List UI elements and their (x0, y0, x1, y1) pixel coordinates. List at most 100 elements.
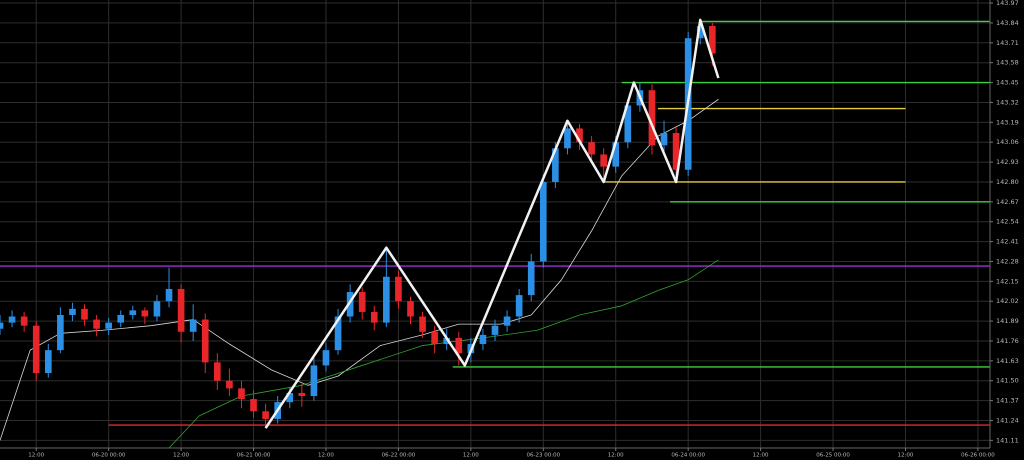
y-tick-label: 143.06 (996, 138, 1019, 146)
y-tick-label: 143.45 (996, 79, 1019, 87)
candle-body (20, 316, 28, 326)
candle-body (129, 310, 137, 315)
candle-body (298, 392, 306, 397)
candle-body (322, 350, 330, 366)
y-tick-label: 141.37 (996, 397, 1019, 405)
x-tick-label: 12:00 (463, 453, 479, 459)
x-tick-label: 12:00 (608, 453, 624, 459)
y-tick-label: 141.76 (996, 337, 1019, 345)
candle-body (564, 128, 571, 149)
candle-body (226, 380, 233, 389)
candle-body (310, 365, 318, 397)
candle-body (165, 288, 173, 302)
candle-body (358, 292, 366, 312)
candle-body (612, 142, 620, 167)
candle-body (44, 350, 52, 374)
moving-average (0, 99, 719, 441)
y-tick-label: 142.15 (996, 277, 1019, 285)
candle-body (69, 308, 76, 315)
y-tick-label: 142.80 (996, 178, 1019, 186)
x-tick-label: 12:00 (898, 453, 914, 459)
y-tick-label: 142.28 (996, 257, 1019, 265)
x-tick-label: 06-23 00:00 (526, 453, 560, 459)
x-tick-label: 06-21 00:00 (237, 453, 271, 459)
axis-labels: 143.97 143.84 143.71 143.58 143.45 143.32 143.… (28, 0, 1018, 459)
zigzag (264, 18, 720, 429)
y-tick-label: 143.84 (996, 19, 1019, 27)
candle-body (105, 322, 112, 329)
y-tick-label: 142.93 (996, 158, 1019, 166)
candle-body (201, 319, 209, 363)
y-tick-label: 143.32 (996, 98, 1019, 106)
candle-body (588, 142, 595, 155)
y-tick-label: 142.02 (996, 297, 1019, 305)
candle-body (117, 314, 125, 323)
candle-body (334, 316, 342, 351)
candle-body (238, 388, 245, 400)
candle-body (57, 314, 64, 351)
candle-body (262, 411, 269, 419)
y-tick-label: 143.19 (996, 118, 1019, 126)
zigzag-line (264, 18, 720, 429)
candle-body (189, 319, 197, 332)
candle-body (431, 331, 438, 345)
y-tick-label: 143.58 (996, 59, 1019, 67)
x-tick-label: 06-24 00:00 (671, 453, 705, 459)
candle-body (624, 105, 632, 143)
candle-body (648, 90, 656, 146)
y-tick-label: 141.63 (996, 357, 1019, 365)
candle-body (395, 276, 402, 302)
levels (0, 20, 990, 426)
y-tick-label: 143.71 (996, 39, 1019, 47)
candle-body (672, 133, 680, 170)
candle-body (419, 316, 426, 332)
y-tick-label: 142.67 (996, 198, 1019, 206)
candle-body (491, 325, 499, 335)
candle-body (708, 25, 716, 54)
candle-body (370, 311, 378, 323)
candle-body (32, 325, 40, 374)
y-tick-label: 141.89 (996, 317, 1019, 325)
candle-body (286, 392, 294, 403)
y-tick-label: 143.97 (996, 0, 1019, 7)
x-tick-label: 06-20 00:00 (92, 453, 126, 459)
y-tick-label: 141.50 (996, 377, 1019, 385)
y-tick-label: 142.54 (996, 218, 1019, 226)
candle-body (213, 362, 221, 381)
x-tick-label: 12:00 (753, 453, 769, 459)
candle-body (383, 276, 390, 323)
x-tick-label: 12:00 (173, 453, 189, 459)
y-tick-label: 141.11 (996, 436, 1019, 444)
candle-body (443, 337, 451, 345)
x-tick-label: 12:00 (28, 453, 44, 459)
candle-body (696, 25, 704, 39)
candle-body (479, 334, 487, 345)
candle-body (600, 154, 607, 167)
candle-body (552, 148, 559, 182)
candle-body (141, 310, 149, 317)
x-tick-label: 06-25 00:00 (816, 453, 850, 459)
y-tick-label: 141.24 (996, 416, 1019, 424)
candle-body (177, 288, 185, 332)
x-tick-label: 06-26 00:00 (961, 453, 995, 459)
candle-body (93, 319, 100, 329)
candle-body (503, 316, 511, 326)
candle-body (81, 308, 88, 320)
candle-body (250, 399, 257, 412)
candle-body (515, 295, 523, 317)
candle-body (576, 128, 583, 143)
candle-body (527, 261, 535, 296)
candle-body (660, 133, 668, 146)
x-tick-label: 06-22 00:00 (382, 453, 416, 459)
candle-body (0, 322, 4, 329)
y-tick-label: 142.41 (996, 238, 1019, 246)
candle-body (153, 301, 161, 317)
candle-body (455, 337, 463, 354)
candle-body (8, 316, 16, 323)
x-tick-label: 12:00 (318, 453, 334, 459)
candle-body (407, 301, 414, 317)
candle-body (539, 181, 547, 262)
